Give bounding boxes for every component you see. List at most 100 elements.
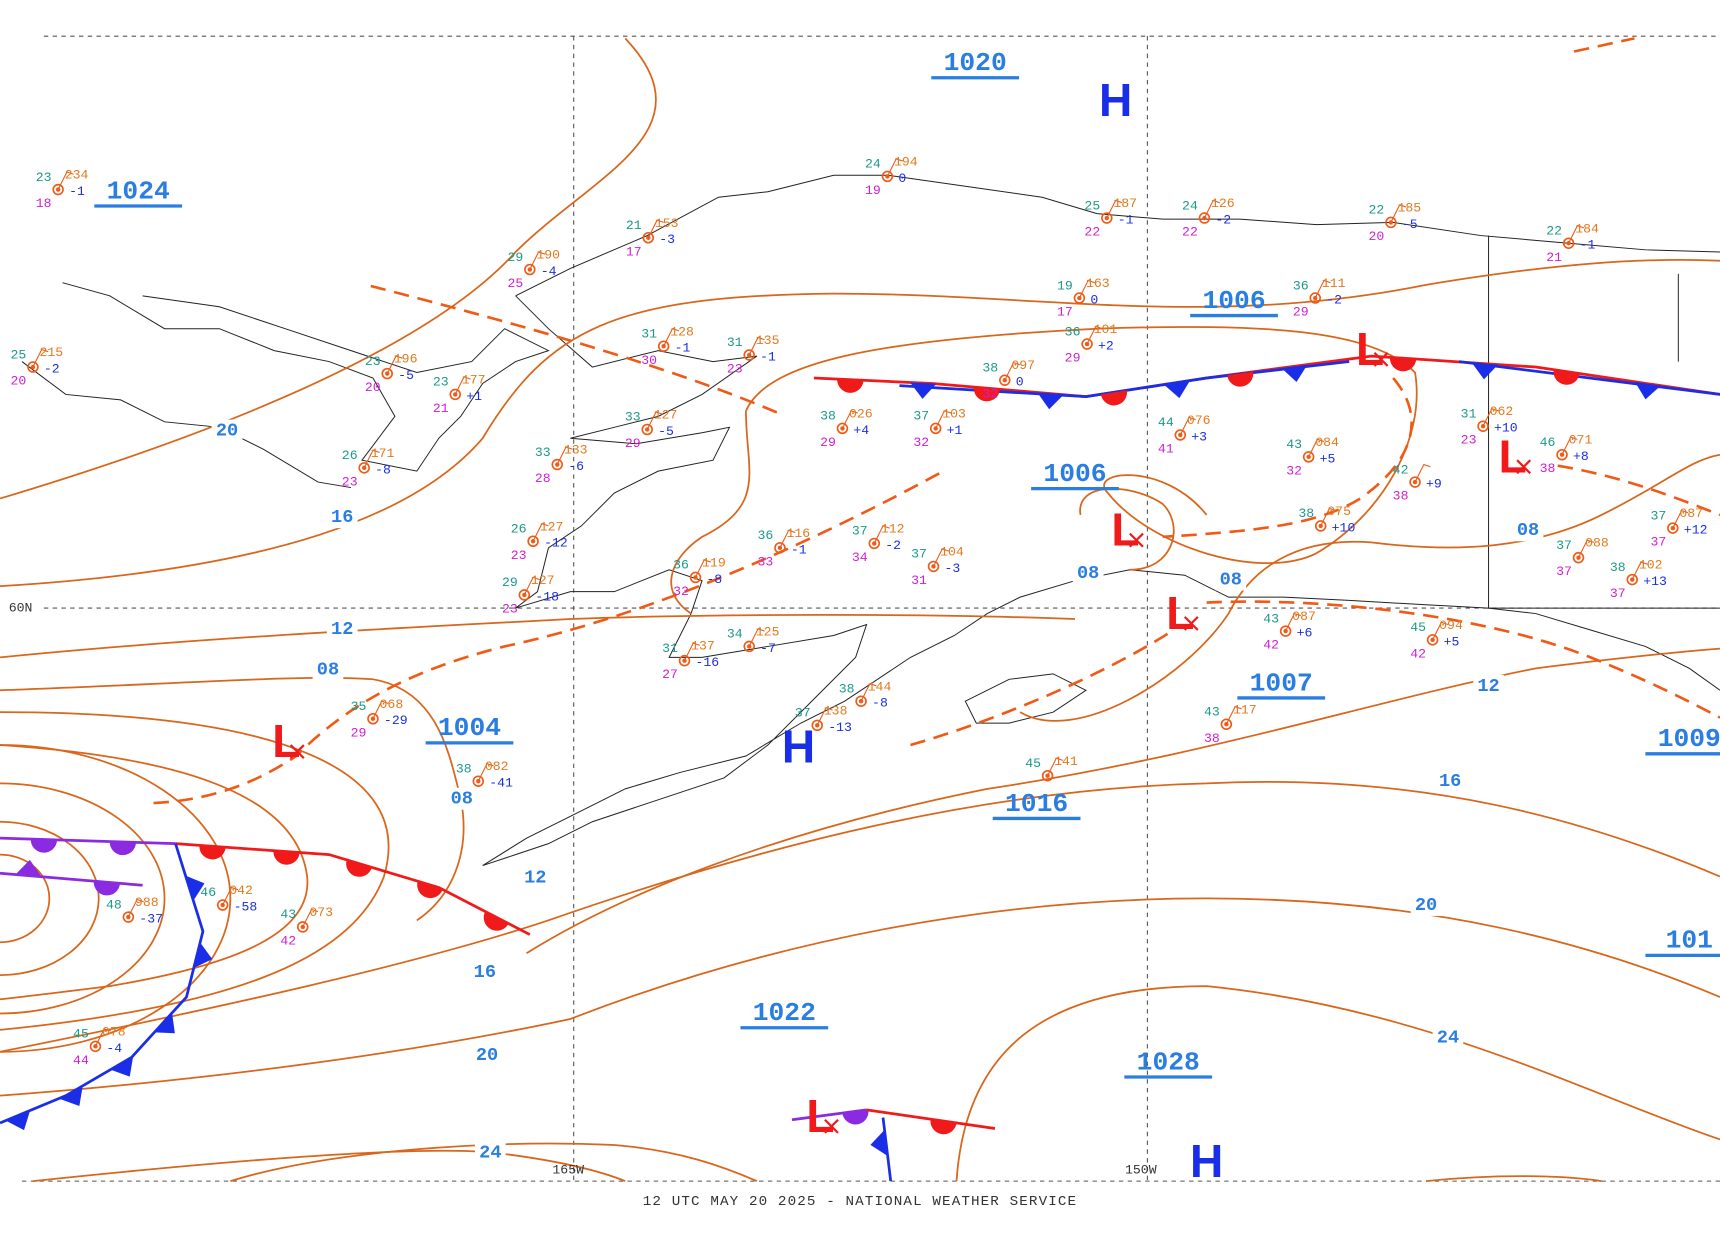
station-dewpoint: 20 <box>365 380 381 395</box>
station-tendency: -1 <box>1118 213 1134 228</box>
wind-barb <box>127 898 144 918</box>
station-temperature: 38 <box>456 761 472 776</box>
station-dewpoint: 42 <box>280 933 296 948</box>
station-pressure: 127 <box>540 519 564 534</box>
wind-barb <box>454 376 471 395</box>
low-center-marker <box>1129 532 1144 548</box>
station-temperature: 31 <box>641 326 657 341</box>
station-tendency: 0 <box>1090 293 1098 308</box>
warm-front-symbol <box>346 859 372 877</box>
station-temperature: 37 <box>913 409 929 424</box>
station-pressure: 196 <box>394 352 418 367</box>
station-circle <box>27 361 39 373</box>
station-circle <box>1572 551 1585 564</box>
station-dewpoint: 29 <box>625 436 641 451</box>
station-temperature: 25 <box>1084 198 1100 213</box>
station-plot: 31 137 27 -16 <box>662 639 719 682</box>
station-circle <box>999 374 1011 386</box>
station-pressure: 026 <box>849 406 873 421</box>
wind-barb <box>886 158 903 177</box>
isobar <box>1079 487 1175 571</box>
station-tendency: -41 <box>489 776 513 791</box>
station-tendency: -8 <box>375 462 391 477</box>
station-plot: 36 101 29 +2 <box>1065 322 1118 365</box>
station-temperature: 37 <box>1556 538 1572 553</box>
warm-front-symbol <box>483 911 509 931</box>
station-plot: 31 135 23 -1 <box>727 333 780 376</box>
isobar <box>0 614 1076 659</box>
station-plot: 36 116 33 -1 <box>758 526 811 569</box>
station-dewpoint: 29 <box>351 725 367 740</box>
wind-barb <box>646 411 663 430</box>
station-pressure: 137 <box>691 639 715 654</box>
warm-front-symbol <box>1389 357 1417 372</box>
station-circle <box>1309 292 1321 304</box>
map-footer: 12 UTC MAY 20 2025 - NATIONAL WEATHER SE… <box>643 1194 1077 1210</box>
station-pressure: 190 <box>536 248 560 263</box>
station-temperature: 44 <box>1158 415 1174 430</box>
station-plot: 42 38 +9 <box>1393 462 1442 503</box>
isobar-label-bg <box>474 1141 506 1164</box>
station-tendency: 0 <box>1016 375 1024 390</box>
wind-barb <box>532 523 549 542</box>
station-pressure: 073 <box>309 905 333 920</box>
station-dewpoint: 37 <box>1556 564 1572 579</box>
station-plot: 21 153 17 -3 <box>626 216 679 259</box>
isobar <box>745 326 1418 565</box>
station-temperature: 29 <box>502 575 518 590</box>
station-dewpoint: 23 <box>727 362 743 377</box>
central-pressure: 1007 <box>1250 668 1313 698</box>
station-tendency: -37 <box>139 912 163 927</box>
station-temperature: 42 <box>1393 462 1409 477</box>
station-circle <box>1426 634 1439 646</box>
station-pressure: 112 <box>881 521 905 536</box>
station-pressure: 153 <box>655 216 679 231</box>
station-temperature: 46 <box>200 885 216 900</box>
wind-barb <box>1631 561 1648 580</box>
station-plot: 23 196 20 -5 <box>365 352 418 395</box>
station-tendency: +2 <box>1098 339 1114 354</box>
station-temperature: 45 <box>73 1027 89 1042</box>
grid-label: 60N <box>9 601 33 616</box>
station-dewpoint: 38 <box>1540 461 1556 476</box>
station-temperature: 19 <box>1057 278 1073 293</box>
station-tendency: -12 <box>544 536 568 551</box>
station-dewpoint: 17 <box>1057 305 1073 320</box>
station-dewpoint: 42 <box>1263 638 1279 653</box>
station-dewpoint: 20 <box>1369 229 1385 244</box>
wind-barb <box>556 446 573 465</box>
wind-barb <box>860 683 877 702</box>
warm-front-symbol <box>842 1109 869 1125</box>
low-center-marker <box>289 744 305 759</box>
station-temperature: 31 <box>1461 406 1477 421</box>
cold-front-symbol <box>60 1085 83 1107</box>
station-dewpoint: 27 <box>662 667 678 682</box>
wind-barb <box>1482 408 1499 427</box>
troughs <box>153 37 1720 805</box>
station-temperature: 22 <box>1369 203 1385 218</box>
station-circle <box>836 422 849 435</box>
station-temperature: 37 <box>795 706 811 721</box>
station-tendency: +5 <box>1444 634 1460 649</box>
wind-barb <box>1390 204 1407 223</box>
isobar <box>0 744 309 1001</box>
wind-barb <box>779 529 796 549</box>
front-line <box>0 843 205 1125</box>
trough <box>1162 377 1413 539</box>
wind-barb <box>1047 757 1064 776</box>
wind-barb <box>1314 279 1331 299</box>
station-circle <box>881 170 894 183</box>
central-pressure: 101 <box>1666 926 1713 956</box>
warm-front-symbol <box>109 841 137 856</box>
station-plot: 25 215 20 -2 <box>11 345 64 388</box>
central-pressure: 1022 <box>753 998 816 1028</box>
station-temperature: 46 <box>1540 435 1556 450</box>
station-dewpoint: 22 <box>1182 225 1198 240</box>
isobar-label: 20 <box>1415 894 1437 916</box>
wind-barb <box>32 348 49 368</box>
front-line <box>0 836 176 846</box>
isobar-label: 12 <box>331 618 353 640</box>
station-dewpoint: 32 <box>913 435 929 450</box>
wind-barb <box>816 707 833 726</box>
cold-front-symbol <box>5 1110 31 1131</box>
